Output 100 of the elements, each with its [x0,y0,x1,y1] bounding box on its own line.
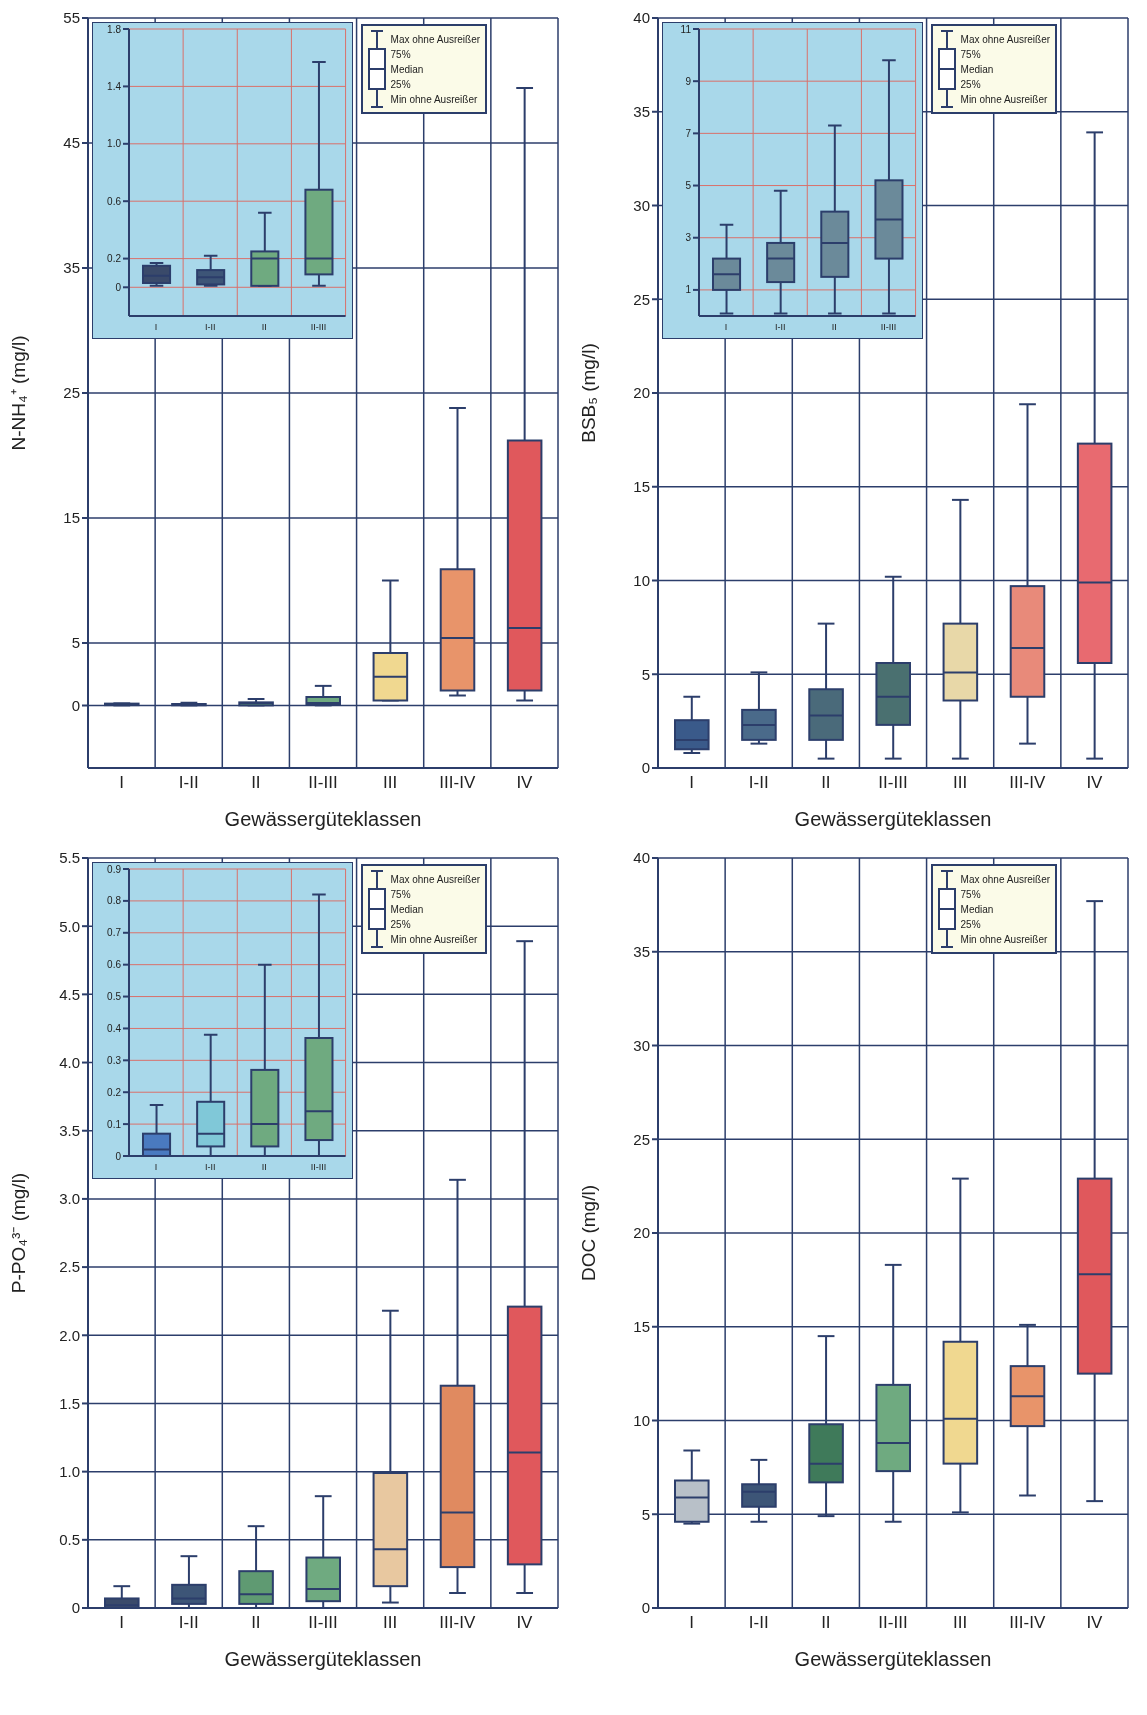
y-tick-label: 1.4 [107,80,122,92]
annotation: Max ohne Ausreißer [390,872,481,887]
x-tick-label: I-II [774,322,786,333]
x-tick-label: I [724,322,728,333]
y-tick-label: 5.0 [59,917,80,935]
y-tick-label: 30 [633,196,650,214]
y-tick-label: 0.5 [59,1531,80,1549]
x-tick-label: I [119,773,124,793]
y-tick-label: 5 [685,180,692,192]
x-tick-label: IV [516,773,534,793]
y-tick-label: 11 [680,23,692,35]
x-tick-label: III [383,1613,398,1633]
y-tick-label: 0.2 [107,253,122,265]
y-tick-label: 4.0 [59,1053,80,1071]
y-axis-title: P-PO₄³⁻ (mg/l) [7,1172,29,1294]
x-tick-label: I [689,773,694,793]
x-tick-label: I [119,1613,124,1633]
x-tick-label: II [821,773,831,793]
y-tick-label: 0 [115,281,122,293]
y-tick-label: 40 [633,849,650,867]
annotation: Median [960,902,995,917]
x-tick-label: II-III [308,773,338,793]
y-tick-label: 40 [633,9,650,27]
y-axis-title: DOC (mg/l) [577,1184,599,1282]
x-axis-title: Gewässergüteklassen [224,1648,422,1670]
y-tick-label: 0.8 [107,895,122,907]
annotation: 75% [390,47,412,62]
y-tick-label: 0 [641,759,650,777]
x-tick-label: I-II [748,773,769,793]
x-tick-label: IV [1086,773,1104,793]
x-tick-label: IV [516,1613,534,1633]
x-tick-label: III-IV [439,1613,476,1633]
x-tick-label: II-III [880,322,897,333]
x-tick-label: II-III [310,1162,327,1173]
annotation: Median [960,62,995,77]
y-tick-label: 0 [641,1599,650,1617]
y-tick-label: 1.0 [59,1462,80,1480]
y-tick-label: 25 [633,1130,650,1148]
y-tick-label: 1 [685,284,692,296]
y-tick-label: 30 [633,1036,650,1054]
y-tick-label: 0.4 [107,1022,122,1034]
y-tick-label: 0 [71,696,80,714]
y-tick-label: 15 [633,1318,650,1336]
x-tick-label: IV [1086,1613,1104,1633]
y-tick-label: 3.0 [59,1190,80,1208]
y-tick-label: 0.5 [107,991,122,1003]
annotation: Max ohne Ausreißer [960,872,1051,887]
x-axis-title: Gewässergüteklassen [794,808,992,830]
x-tick-label: III [953,773,968,793]
y-tick-label: 0.2 [107,1086,122,1098]
x-tick-label: III-IV [1009,773,1046,793]
y-tick-label: 20 [633,384,650,402]
x-tick-label: I [154,322,158,333]
y-tick-label: 35 [63,259,80,277]
y-tick-label: 3.5 [59,1122,80,1140]
annotation: 25% [390,77,412,92]
x-tick-label: II-III [310,322,327,333]
x-tick-label: I-II [204,322,216,333]
y-tick-label: 1.5 [59,1394,80,1412]
y-tick-label: 20 [633,1224,650,1242]
annotation: Min ohne Ausreißer [390,932,479,947]
y-tick-label: 0.3 [107,1054,122,1066]
y-tick-label: 25 [63,384,80,402]
annotation: Median [390,62,425,77]
y-tick-label: 35 [633,103,650,121]
x-tick-label: I [154,1162,158,1173]
x-tick-label: III [383,773,398,793]
annotation: 25% [960,77,982,92]
x-axis-title: Gewässergüteklassen [224,808,422,830]
y-tick-label: 10 [633,571,650,589]
x-tick-label: II [251,1613,261,1633]
x-tick-label: I-II [178,1613,199,1633]
y-tick-label: 35 [633,943,650,961]
y-tick-label: 45 [63,134,80,152]
x-axis-title: Gewässergüteklassen [794,1648,992,1670]
annotation: Min ohne Ausreißer [960,932,1049,947]
x-tick-label: II-III [308,1613,338,1633]
x-tick-label: I [689,1613,694,1633]
annotation: 25% [960,917,982,932]
y-tick-label: 5 [641,665,650,683]
x-tick-label: II-III [878,1613,908,1633]
x-tick-label: I-II [748,1613,769,1633]
x-tick-label: II [261,1162,267,1173]
y-tick-label: 0.7 [107,927,122,939]
annotation: Min ohne Ausreißer [960,92,1049,107]
annotation: Min ohne Ausreißer [390,92,479,107]
y-tick-label: 1.8 [107,23,122,35]
x-tick-label: III-IV [1009,1613,1046,1633]
y-axis-title: N-NH₄⁺ (mg/l) [7,335,29,451]
y-tick-label: 10 [633,1411,650,1429]
y-tick-label: 15 [633,478,650,496]
y-tick-label: 9 [685,75,692,87]
x-tick-label: II [251,773,261,793]
y-tick-label: 1.0 [107,138,122,150]
annotation: 75% [960,887,982,902]
annotation: Max ohne Ausreißer [960,32,1051,47]
y-tick-label: 0.6 [107,959,122,971]
annotation: Max ohne Ausreißer [390,32,481,47]
x-tick-label: III-IV [439,773,476,793]
y-tick-label: 2.0 [59,1326,80,1344]
